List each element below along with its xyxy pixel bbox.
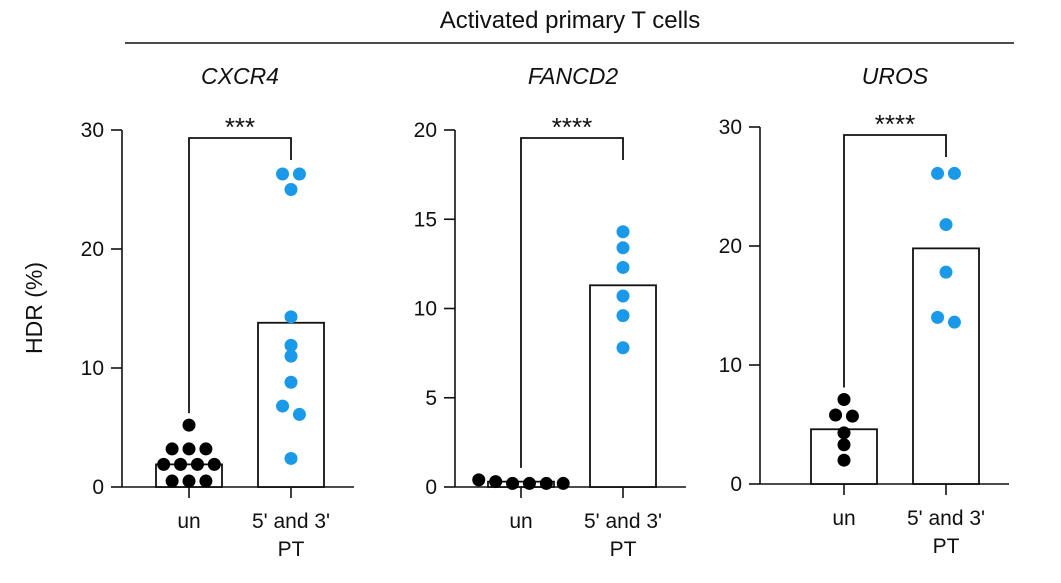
data-point — [947, 315, 961, 329]
x-tick-label: 5' and 3' — [252, 510, 330, 533]
panel-title: CXCR4 — [201, 63, 279, 89]
super-title: Activated primary T cells — [440, 7, 701, 34]
data-point — [284, 338, 298, 352]
data-point — [837, 438, 851, 452]
panel-title: UROS — [862, 63, 929, 89]
y-tick-label: 10 — [414, 298, 437, 321]
data-point — [284, 310, 298, 324]
data-point — [276, 399, 290, 413]
y-tick-label: 10 — [719, 354, 742, 377]
significance-bracket — [188, 137, 292, 414]
data-point — [182, 442, 196, 456]
data-point — [284, 183, 298, 196]
data-point — [616, 309, 630, 323]
y-tick-label: 0 — [730, 473, 742, 496]
data-point — [616, 289, 630, 303]
x-tick-label: un — [509, 510, 532, 533]
data-point — [472, 473, 486, 487]
y-tick-label: 20 — [81, 238, 104, 261]
bar — [487, 480, 555, 488]
y-axis-label: HDR (%) — [21, 262, 47, 354]
data-point — [845, 409, 859, 423]
y-tick-label: 30 — [81, 119, 104, 142]
data-point — [931, 310, 945, 324]
data-point — [616, 260, 630, 274]
chart-panel-1: CXCR4 0 10 20 30 un 5' and 3' PT *** — [81, 63, 354, 561]
x-tick-label: PT — [278, 538, 305, 561]
significance-label: **** — [875, 109, 915, 139]
x-tick-label: un — [177, 510, 200, 533]
data-point — [284, 375, 298, 389]
y-tick-label: 10 — [81, 357, 104, 380]
data-point — [284, 451, 298, 465]
y-tick-label: 30 — [719, 116, 742, 139]
panels: CXCR4 0 10 20 30 un 5' and 3' PT *** FANCD2 0 5 10 15… — [81, 63, 1009, 561]
data-point — [837, 453, 851, 467]
data-point — [522, 476, 536, 490]
data-point — [292, 167, 306, 181]
chart-panel-3: UROS 0 10 20 30 un 5' and 3' PT **** — [719, 63, 1009, 558]
data-point — [506, 476, 520, 490]
data-point — [284, 349, 298, 363]
data-point — [157, 457, 171, 471]
data-point — [207, 457, 221, 471]
data-point — [165, 474, 179, 488]
data-point — [616, 225, 630, 239]
data-point — [616, 341, 630, 355]
data-point — [165, 442, 179, 456]
data-point — [199, 474, 213, 488]
data-point — [556, 476, 570, 490]
panel-title: FANCD2 — [528, 63, 619, 89]
x-tick-label: 5' and 3' — [907, 507, 985, 530]
data-point — [182, 474, 196, 488]
y-tick-label: 5 — [425, 387, 437, 410]
significance-label: *** — [225, 112, 255, 142]
data-point — [182, 418, 196, 432]
data-point — [174, 457, 188, 471]
y-tick-label: 20 — [719, 235, 742, 258]
data-point — [837, 393, 851, 407]
data-point — [292, 407, 306, 421]
data-point — [539, 476, 553, 490]
x-tick-label: un — [832, 507, 855, 530]
significance-bracket — [843, 134, 947, 388]
y-tick-label: 0 — [92, 476, 104, 499]
significance-label: **** — [552, 112, 592, 142]
x-tick-label: PT — [933, 535, 960, 558]
data-point — [616, 241, 630, 255]
data-point — [939, 218, 953, 232]
x-tick-label: 5' and 3' — [584, 510, 662, 533]
data-point — [837, 426, 851, 440]
y-tick-label: 15 — [414, 208, 437, 231]
chart-panel-2: FANCD2 0 5 10 15 20 un 5' and 3' PT **** — [414, 63, 686, 561]
data-point — [489, 475, 503, 489]
significance-bracket — [520, 137, 624, 468]
data-point — [199, 442, 213, 456]
data-point — [190, 457, 204, 471]
data-point — [276, 167, 290, 181]
x-tick-label: PT — [610, 538, 637, 561]
y-tick-label: 20 — [414, 119, 437, 142]
bar — [912, 247, 980, 485]
y-tick-label: 0 — [425, 476, 437, 499]
data-point — [939, 265, 953, 279]
data-point — [931, 166, 945, 180]
data-point — [947, 166, 961, 180]
data-point — [829, 408, 843, 422]
